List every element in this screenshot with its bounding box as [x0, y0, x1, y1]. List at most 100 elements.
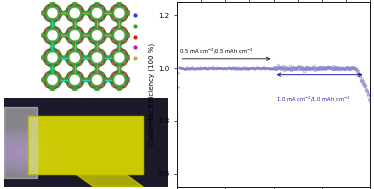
Circle shape: [112, 6, 114, 8]
Circle shape: [50, 87, 55, 91]
Circle shape: [96, 20, 98, 22]
Circle shape: [65, 12, 67, 14]
Circle shape: [82, 79, 84, 81]
Circle shape: [118, 48, 120, 50]
Circle shape: [90, 62, 92, 65]
Circle shape: [90, 40, 92, 42]
Circle shape: [104, 77, 108, 82]
Circle shape: [46, 50, 47, 53]
Circle shape: [82, 11, 86, 15]
Circle shape: [50, 24, 55, 29]
Circle shape: [110, 34, 112, 36]
Circle shape: [73, 46, 77, 51]
Circle shape: [74, 26, 76, 28]
Circle shape: [60, 34, 62, 36]
Circle shape: [60, 79, 62, 81]
Circle shape: [64, 11, 68, 15]
Circle shape: [108, 11, 113, 15]
Circle shape: [96, 65, 98, 67]
Circle shape: [80, 62, 82, 65]
Circle shape: [80, 18, 82, 20]
Circle shape: [52, 65, 53, 67]
Circle shape: [50, 69, 55, 73]
Circle shape: [118, 26, 120, 28]
Circle shape: [86, 33, 91, 37]
Circle shape: [96, 43, 98, 45]
Circle shape: [59, 77, 64, 82]
Circle shape: [68, 73, 70, 75]
Circle shape: [60, 57, 62, 59]
Circle shape: [102, 6, 104, 8]
Circle shape: [112, 18, 114, 20]
Circle shape: [74, 3, 76, 6]
Circle shape: [80, 50, 82, 53]
Circle shape: [68, 62, 70, 65]
Circle shape: [90, 6, 92, 8]
Circle shape: [80, 40, 82, 42]
Circle shape: [68, 85, 70, 87]
Circle shape: [57, 85, 59, 87]
Circle shape: [82, 34, 84, 36]
Circle shape: [124, 40, 126, 42]
Circle shape: [86, 55, 91, 60]
Circle shape: [82, 33, 86, 37]
Circle shape: [82, 12, 84, 14]
Circle shape: [74, 70, 76, 72]
Circle shape: [102, 28, 104, 30]
Circle shape: [46, 62, 47, 65]
Circle shape: [124, 28, 126, 30]
Circle shape: [124, 62, 126, 65]
Circle shape: [112, 28, 114, 30]
Circle shape: [88, 12, 90, 14]
Circle shape: [127, 12, 129, 14]
Circle shape: [126, 11, 131, 15]
Circle shape: [80, 6, 82, 8]
Circle shape: [50, 42, 55, 46]
Circle shape: [86, 11, 91, 15]
Circle shape: [74, 43, 76, 45]
Circle shape: [117, 69, 122, 73]
Circle shape: [110, 57, 112, 59]
Circle shape: [117, 64, 122, 69]
Circle shape: [0, 132, 56, 171]
Circle shape: [43, 79, 45, 81]
Circle shape: [86, 77, 91, 82]
Circle shape: [57, 40, 59, 42]
Circle shape: [50, 20, 55, 24]
Circle shape: [46, 73, 47, 75]
Circle shape: [74, 65, 76, 67]
Circle shape: [95, 20, 99, 24]
Text: 1.0 mA cm$^{-2}$/1.0 mAh cm$^{-2}$: 1.0 mA cm$^{-2}$/1.0 mAh cm$^{-2}$: [276, 94, 351, 104]
Circle shape: [88, 34, 90, 36]
Circle shape: [96, 3, 98, 6]
Circle shape: [95, 24, 99, 29]
Circle shape: [118, 20, 120, 22]
Circle shape: [102, 62, 104, 65]
Circle shape: [73, 24, 77, 29]
Circle shape: [73, 2, 77, 6]
Circle shape: [118, 43, 120, 45]
Circle shape: [6, 144, 34, 159]
Circle shape: [0, 138, 45, 165]
Circle shape: [46, 40, 47, 42]
Circle shape: [90, 50, 92, 53]
Circle shape: [80, 28, 82, 30]
Circle shape: [104, 12, 107, 14]
Circle shape: [102, 40, 104, 42]
Circle shape: [46, 28, 47, 30]
Circle shape: [95, 69, 99, 73]
Circle shape: [104, 34, 107, 36]
Circle shape: [118, 65, 120, 67]
Circle shape: [117, 2, 122, 6]
Circle shape: [68, 40, 70, 42]
Polygon shape: [70, 169, 143, 187]
Circle shape: [46, 6, 47, 8]
Circle shape: [64, 33, 68, 37]
FancyBboxPatch shape: [28, 116, 143, 174]
Circle shape: [68, 6, 70, 8]
Circle shape: [104, 33, 108, 37]
Circle shape: [52, 3, 53, 6]
Circle shape: [52, 87, 53, 89]
Circle shape: [65, 79, 67, 81]
Circle shape: [43, 12, 45, 14]
